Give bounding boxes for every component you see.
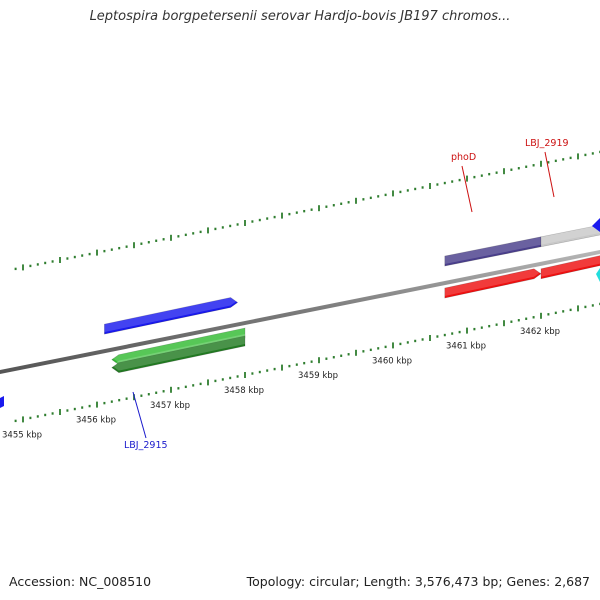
scale-label: 3460 kbp — [372, 356, 412, 366]
gene-fragment-right[interactable] — [592, 218, 600, 232]
gene-sheen — [111, 326, 245, 363]
gene-sheen — [541, 222, 600, 245]
gene-arrow[interactable] — [104, 297, 239, 335]
scale-label: 3458 kbp — [224, 386, 264, 396]
map-title: Leptospira borgpetersenii serovar Hardjo… — [89, 9, 511, 24]
topology-summary: Topology: circular; Length: 3,576,473 bp… — [246, 574, 590, 589]
label-leader-line — [544, 151, 555, 198]
gene-fragment-right-cyan[interactable] — [596, 268, 600, 282]
scale-label: 3461 kbp — [446, 342, 486, 352]
gene-label-lbj_2915[interactable]: LBJ_2915 — [124, 440, 168, 451]
gene-label-lbj_2919[interactable]: LBJ_2919 — [525, 138, 569, 149]
accession-text: Accession: NC_008510 — [9, 574, 152, 589]
label-leader-line — [132, 391, 147, 439]
scale-label: 3457 kbp — [150, 401, 190, 411]
scale-ticks: 3455 kbp 3456 kbp 3457 kbp 3458 kbp 3459 kbp… — [2, 150, 600, 440]
scale-label: 3456 kbp — [76, 416, 116, 426]
gene-labels: LBJ_2915 phoD LBJ_2919 — [124, 138, 569, 451]
backbone-line — [0, 249, 600, 375]
gene-arrow[interactable] — [111, 335, 246, 373]
scale-label: 3455 kbp — [2, 430, 42, 440]
gene-features[interactable] — [0, 218, 600, 408]
gene-sheen — [444, 234, 541, 265]
label-leader-line — [461, 165, 473, 213]
gene-sheen — [444, 266, 541, 297]
gene-arrow[interactable] — [540, 255, 600, 280]
gene-fragment-left[interactable] — [0, 396, 4, 408]
gene-sheen — [104, 295, 238, 333]
gene-arrow[interactable] — [444, 268, 542, 299]
gene-label-phod[interactable]: phoD — [451, 152, 476, 163]
scale-label: 3462 kbp — [520, 327, 560, 337]
gene-sheen — [541, 253, 600, 277]
scale-label: 3459 kbp — [298, 371, 338, 381]
gene-sheen — [111, 334, 245, 371]
sequence-backbone — [0, 249, 600, 375]
gene-arrow-lbj_2919[interactable] — [540, 223, 600, 248]
